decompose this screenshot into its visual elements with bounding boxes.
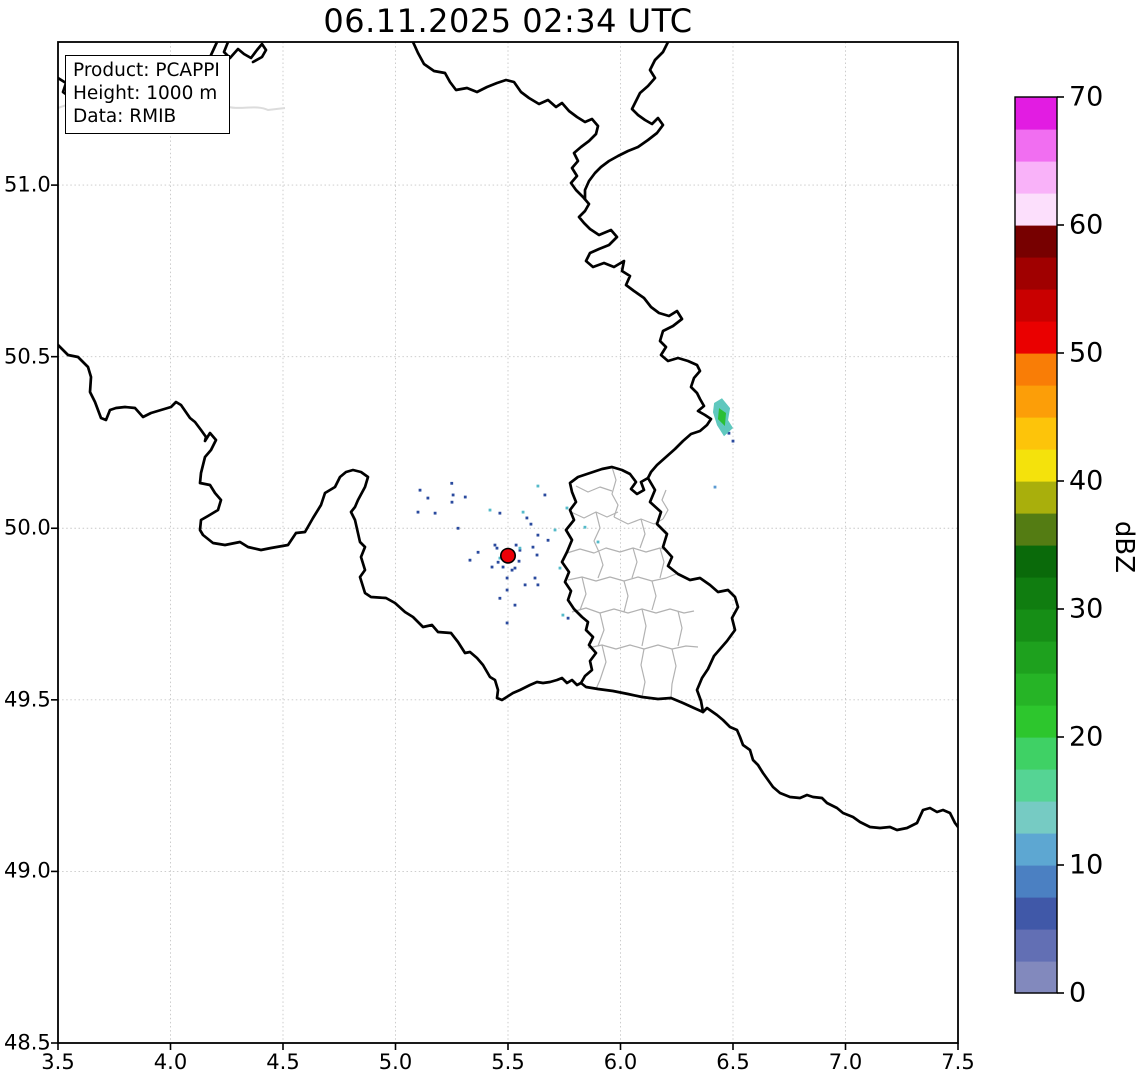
x-tick-label: 7.5 <box>941 1050 975 1074</box>
echo-speckle <box>498 556 502 560</box>
colorbar <box>1015 96 1064 994</box>
x-tick-label: 7.0 <box>828 1050 863 1074</box>
colorbar-tick-label: 0 <box>1069 977 1087 1009</box>
echo-speckle <box>501 565 505 569</box>
plot-frame <box>57 41 959 1044</box>
echo-speckle <box>451 493 455 497</box>
echo-speckle <box>416 510 420 514</box>
echo-speckle <box>518 546 522 550</box>
echo-speckle <box>531 545 535 549</box>
colorbar-tick-label: 50 <box>1069 337 1104 369</box>
graticule <box>51 42 959 1050</box>
echo-speckle <box>525 516 529 520</box>
echo-speckle <box>510 568 514 572</box>
echo-speckle <box>558 566 562 570</box>
echo-speckle <box>561 613 565 617</box>
echo-speckle <box>536 533 540 537</box>
colorbar-label: dBZ <box>1109 520 1140 574</box>
legend-product: Product: PCAPPI <box>73 60 220 81</box>
echo-speckle <box>536 583 540 587</box>
echo-speckle <box>456 526 460 530</box>
echo-speckle <box>498 511 502 515</box>
echo-speckle <box>713 485 717 489</box>
legend-height: Height: 1000 m <box>73 83 218 105</box>
border-nl-be-de <box>411 42 713 480</box>
echo-speckle <box>450 481 454 485</box>
echo-speckle <box>546 538 550 542</box>
x-tick-label: 5.0 <box>378 1050 413 1074</box>
y-tick-label: 50.5 <box>4 344 51 369</box>
echo-speckle <box>418 488 422 492</box>
x-tick-label: 6.5 <box>716 1050 750 1074</box>
colorbar-tick-label: 30 <box>1069 593 1104 625</box>
y-tick-label: 48.5 <box>4 1030 51 1055</box>
echo-speckle <box>731 439 735 443</box>
echo-speckle <box>463 495 467 499</box>
echo-speckle <box>513 603 517 607</box>
y-tick-label: 49.0 <box>4 858 51 883</box>
colorbar-tick-label: 70 <box>1069 81 1104 113</box>
precip-cell-core <box>717 408 727 426</box>
echo-speckle <box>505 576 509 580</box>
echo-speckle <box>535 553 539 557</box>
y-tick-label: 51.0 <box>4 172 51 197</box>
echo-speckle <box>517 559 521 563</box>
border-fr-de <box>701 706 958 832</box>
echo-speckle <box>514 543 518 547</box>
legend-data: Data: RMIB <box>73 106 177 128</box>
x-tick-label: 6.0 <box>603 1050 638 1074</box>
echo-speckle <box>476 550 480 554</box>
echo-speckle <box>529 522 533 526</box>
border-de-top <box>583 42 670 201</box>
radar-site-marker <box>499 547 516 564</box>
x-tick-label: 3.5 <box>41 1050 75 1074</box>
figure-title: 06.11.2025 02:34 UTC <box>323 2 693 40</box>
colorbar-frame <box>1014 96 1058 994</box>
echo-speckle <box>518 548 522 552</box>
echo-speckle <box>426 496 430 500</box>
echo-speckle <box>553 528 557 532</box>
echo-speckle <box>433 511 437 515</box>
echo-speckle <box>543 493 547 497</box>
echo-speckle <box>727 431 731 435</box>
legend-box: Product: PCAPPI Height: 1000 m Data: RMI… <box>65 55 230 135</box>
echo-speckle <box>523 583 527 587</box>
y-tick-label: 50.0 <box>4 515 51 540</box>
echo-speckle <box>468 558 472 562</box>
x-tick-label: 4.0 <box>153 1050 188 1074</box>
colorbar-tick-label: 40 <box>1069 465 1104 497</box>
echo-speckle <box>566 616 570 620</box>
x-tick-label: 5.5 <box>491 1050 525 1074</box>
echo-speckle <box>493 543 497 547</box>
echo-speckle <box>450 500 454 504</box>
echo-speckle <box>505 588 509 592</box>
x-tick-label: 4.5 <box>266 1050 300 1074</box>
echo-speckle <box>521 510 525 514</box>
radar-echoes <box>416 398 735 625</box>
echo-speckle <box>596 540 600 544</box>
echo-speckle <box>565 506 569 510</box>
border-fr-be <box>58 343 583 702</box>
colorbar-tick-label: 60 <box>1069 209 1104 241</box>
echo-speckle <box>495 546 499 550</box>
echo-speckle <box>513 566 517 570</box>
colorbar-tick-label: 10 <box>1069 849 1104 881</box>
echo-speckle <box>498 596 502 600</box>
echo-speckle <box>583 525 587 529</box>
echo-speckle <box>505 621 509 625</box>
canton-borders <box>566 466 699 699</box>
y-tick-label: 49.5 <box>4 687 51 712</box>
echo-speckle <box>533 576 537 580</box>
echo-speckle <box>536 484 540 488</box>
echo-speckle <box>496 560 500 564</box>
echo-speckle <box>490 565 494 569</box>
colorbar-tick-label: 20 <box>1069 721 1104 753</box>
echo-speckle <box>488 508 492 512</box>
